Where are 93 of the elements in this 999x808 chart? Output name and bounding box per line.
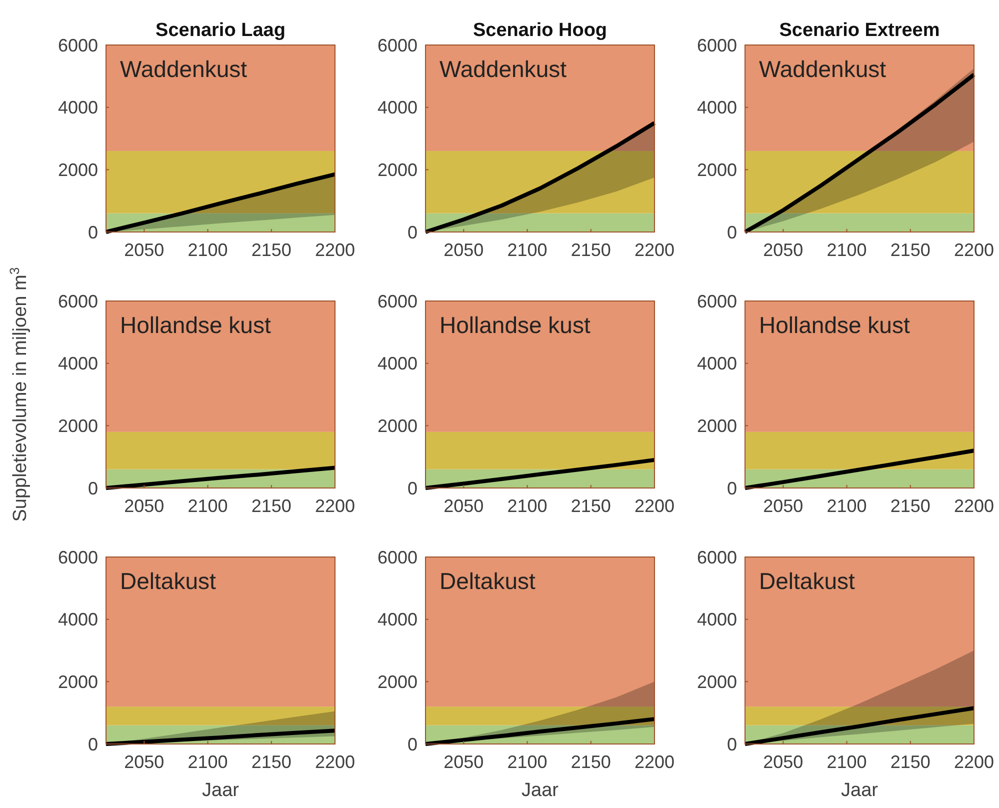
y-tick-label: 4000 — [696, 354, 737, 374]
y-tick-label: 6000 — [696, 35, 737, 56]
x-tick-label: 2100 — [188, 496, 228, 516]
x-tick-label: 2050 — [124, 496, 164, 516]
annotation: Hollandse kust — [120, 312, 272, 338]
x-tick-label: 2050 — [444, 240, 484, 260]
x-tick-label: 2050 — [763, 496, 804, 516]
line-series — [743, 448, 976, 490]
y-tick-label: 4000 — [377, 354, 418, 374]
x-tick-label: 2100 — [507, 496, 548, 516]
x-axis-title: Jaar — [202, 780, 240, 801]
y-tick-label: 0 — [407, 222, 418, 242]
y-tick-label: 2000 — [377, 672, 418, 692]
x-axis-title: Jaar — [522, 780, 560, 801]
annotation: Waddenkust — [440, 56, 568, 82]
chart-title: Scenario Hoog — [472, 20, 608, 41]
x-tick-label: 2100 — [188, 240, 228, 260]
annotation: Deltakust — [759, 568, 856, 594]
y-tick-label: 6000 — [377, 547, 418, 568]
annotation: Hollandse kust — [440, 312, 591, 338]
x-tick-label: 2050 — [763, 752, 804, 772]
x-tick-label: 2200 — [634, 240, 675, 260]
y-tick-label: 6000 — [696, 547, 737, 568]
x-tick-label: 2150 — [570, 240, 611, 260]
y-tick-label: 0 — [88, 734, 98, 754]
x-tick-label: 2150 — [890, 752, 930, 772]
y-tick-label: 4000 — [58, 98, 98, 118]
y-tick-label: 2000 — [58, 672, 98, 692]
annotation: Deltakust — [440, 568, 536, 594]
y-tick-label: 4000 — [58, 610, 98, 630]
x-tick-label: 2100 — [826, 752, 867, 772]
x-tick-label: 2200 — [954, 496, 994, 516]
y-tick-label: 4000 — [377, 610, 418, 630]
x-tick-label: 2100 — [826, 240, 867, 260]
y-tick-label: 2000 — [696, 160, 737, 180]
x-tick-label: 2200 — [954, 240, 994, 260]
y-tick-label: 2000 — [58, 416, 98, 436]
x-tick-label: 2100 — [507, 752, 548, 772]
x-tick-label: 2050 — [444, 752, 484, 772]
y-tick-label: 0 — [726, 222, 737, 242]
x-tick-label: 2200 — [314, 240, 356, 260]
y-tick-label: 0 — [726, 478, 737, 498]
x-tick-label: 2050 — [124, 240, 164, 260]
y-tick-label: 6000 — [377, 291, 418, 312]
line-series — [743, 706, 976, 746]
x-tick-label: 2150 — [890, 240, 930, 260]
x-tick-label: 2150 — [570, 496, 611, 516]
annotation: Hollandse kust — [759, 312, 910, 338]
x-tick-label: 2200 — [634, 752, 675, 772]
y-tick-label: 6000 — [696, 291, 737, 312]
y-tick-label: 0 — [726, 734, 737, 754]
x-tick-label: 2150 — [251, 496, 292, 516]
y-tick-label: 2000 — [58, 160, 98, 180]
annotation: Waddenkust — [759, 56, 887, 82]
x-tick-label: 2150 — [251, 240, 292, 260]
annotation: Waddenkust — [120, 56, 248, 82]
line-series — [424, 458, 656, 490]
y-tick-label: 0 — [88, 222, 98, 242]
x-tick-label: 2100 — [188, 752, 228, 772]
x-tick-label: 2050 — [444, 496, 484, 516]
y-tick-label: 6000 — [58, 547, 98, 568]
chart-title: Scenario Extreem — [779, 20, 940, 41]
y-tick-label: 2000 — [377, 416, 418, 436]
y-tick-label: 2000 — [696, 416, 737, 436]
y-tick-label: 2000 — [696, 672, 737, 692]
y-tick-label: 4000 — [696, 98, 737, 118]
y-tick-label: 0 — [407, 478, 418, 498]
y-tick-label: 0 — [407, 734, 418, 754]
annotation: Deltakust — [120, 568, 216, 594]
x-tick-label: 2200 — [314, 752, 356, 772]
y-tick-label: 4000 — [377, 98, 418, 118]
x-tick-label: 2200 — [634, 496, 675, 516]
line-series — [104, 728, 337, 746]
x-tick-label: 2050 — [763, 240, 804, 260]
x-axis-title: Jaar — [841, 780, 879, 801]
y-tick-label: 2000 — [377, 160, 418, 180]
chart-title: Scenario Laag — [156, 20, 286, 41]
y-tick-label: 4000 — [58, 354, 98, 374]
x-tick-label: 2150 — [890, 496, 930, 516]
y-tick-label: 6000 — [58, 35, 98, 56]
x-tick-label: 2200 — [314, 496, 356, 516]
y-tick-label: 6000 — [377, 35, 418, 56]
y-tick-label: 6000 — [58, 291, 98, 312]
x-tick-label: 2150 — [570, 752, 611, 772]
x-tick-label: 2150 — [251, 752, 292, 772]
line-series — [104, 466, 337, 490]
x-tick-label: 2100 — [507, 240, 548, 260]
x-tick-label: 2100 — [826, 496, 867, 516]
line-series — [424, 717, 656, 746]
x-tick-label: 2050 — [124, 752, 164, 772]
x-tick-label: 2200 — [954, 752, 994, 772]
y-tick-label: 0 — [88, 478, 98, 498]
y-tick-label: 4000 — [696, 610, 737, 630]
